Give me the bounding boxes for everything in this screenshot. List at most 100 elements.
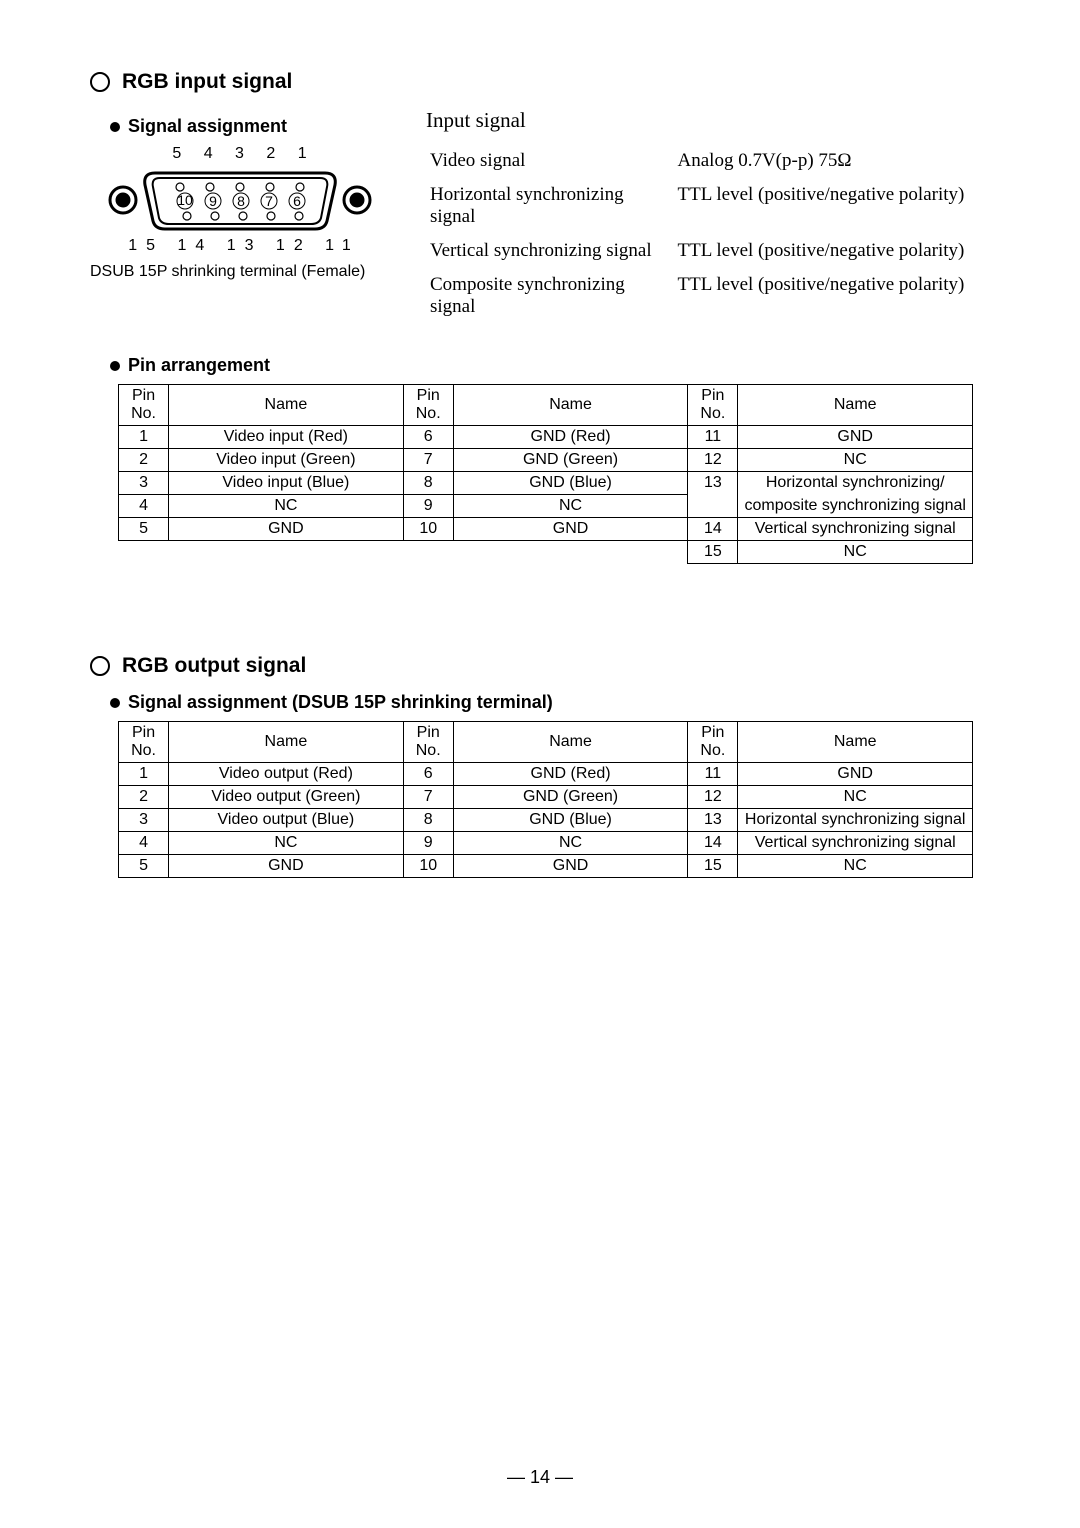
cell: 5 — [119, 855, 169, 878]
cell: Video output (Blue) — [169, 809, 404, 832]
cell: 11 — [688, 763, 738, 786]
cell: NC — [453, 495, 688, 518]
cell: 3 — [119, 472, 169, 495]
cell: 14 — [688, 518, 738, 541]
cell: Video input (Blue) — [169, 472, 404, 495]
cell: 4 — [119, 495, 169, 518]
page-number: — 14 — — [0, 1467, 1080, 1488]
pin-arrangement-label: Pin arrangement — [128, 355, 270, 376]
svg-text:7: 7 — [265, 193, 273, 209]
pin-output-table: Pin No. Name Pin No. Name Pin No. Name 1… — [118, 721, 973, 878]
th-pinno: Pin No. — [403, 385, 453, 426]
cell: Vertical synchronizing signal — [738, 518, 973, 541]
cell: GND — [453, 855, 688, 878]
cell: GND (Red) — [453, 763, 688, 786]
cell: NC — [738, 541, 973, 564]
section-rgb-output: RGB output signal — [90, 654, 990, 678]
cell: 13 — [688, 809, 738, 832]
cell: 14 — [688, 832, 738, 855]
cell: Horizontal synchronizing/ — [738, 472, 973, 495]
cell: NC — [738, 786, 973, 809]
signal-assignment-out-label: Signal assignment (DSUB 15P shrinking te… — [128, 692, 553, 713]
cell: 8 — [403, 809, 453, 832]
th-name: Name — [738, 722, 973, 763]
cell: 7 — [403, 786, 453, 809]
cell: NC — [453, 832, 688, 855]
svg-text:6: 6 — [293, 193, 301, 209]
th-name: Name — [453, 722, 688, 763]
cell: GND (Red) — [453, 426, 688, 449]
input-signal-header: Input signal — [426, 108, 990, 133]
th-pinno: Pin No. — [688, 385, 738, 426]
cell: 1 — [119, 763, 169, 786]
cell: 8 — [403, 472, 453, 495]
cell: 6 — [403, 426, 453, 449]
th-pinno: Pin No. — [403, 722, 453, 763]
cell: GND — [169, 855, 404, 878]
pin-input-table: Pin No. Name Pin No. Name Pin No. Name 1… — [118, 384, 973, 564]
svg-text:9: 9 — [209, 193, 217, 209]
cell: 4 — [119, 832, 169, 855]
svg-text:10: 10 — [177, 192, 193, 208]
cell: 15 — [688, 541, 738, 564]
dot-bullet-icon — [110, 361, 120, 371]
rgb-output-title: RGB output signal — [122, 654, 306, 678]
cell: Video input (Green) — [169, 449, 404, 472]
cell: 13 — [688, 472, 738, 495]
circle-bullet-icon — [90, 656, 110, 676]
cell: NC — [169, 495, 404, 518]
dot-bullet-icon — [110, 122, 120, 132]
cell: GND — [738, 426, 973, 449]
rgb-input-title: RGB input signal — [122, 70, 292, 94]
cell: 10 — [403, 855, 453, 878]
cell: Video output (Green) — [169, 786, 404, 809]
cell: Horizontal synchronizing signal — [738, 809, 973, 832]
cell: GND (Blue) — [453, 472, 688, 495]
cell: GND — [453, 518, 688, 541]
input-signal-table: Video signal Analog 0.7V(p-p) 75Ω Horizo… — [426, 143, 990, 325]
section-rgb-input: RGB input signal — [90, 70, 990, 94]
dsub-connector-icon: 10 9 8 7 6 — [105, 165, 375, 235]
sig-row-label: Composite synchronizing signal — [428, 269, 674, 323]
cell: Vertical synchronizing signal — [738, 832, 973, 855]
connector-bottom-labels: 15 14 13 12 11 — [113, 237, 375, 255]
cell: 5 — [119, 518, 169, 541]
th-name: Name — [169, 385, 404, 426]
cell: 1 — [119, 426, 169, 449]
cell: 3 — [119, 809, 169, 832]
cell: 10 — [403, 518, 453, 541]
sig-row-value: TTL level (positive/negative polarity) — [676, 179, 988, 233]
cell: NC — [738, 449, 973, 472]
cell: GND — [738, 763, 973, 786]
th-name: Name — [169, 722, 404, 763]
cell: 6 — [403, 763, 453, 786]
cell: GND (Green) — [453, 786, 688, 809]
connector-caption: DSUB 15P shrinking terminal (Female) — [90, 263, 390, 281]
cell: Video input (Red) — [169, 426, 404, 449]
sig-row-label: Video signal — [428, 145, 674, 177]
cell: 2 — [119, 449, 169, 472]
cell: 12 — [688, 449, 738, 472]
svg-text:8: 8 — [237, 193, 245, 209]
th-pinno: Pin No. — [119, 385, 169, 426]
sig-row-value: TTL level (positive/negative polarity) — [676, 235, 988, 267]
cell: GND (Blue) — [453, 809, 688, 832]
th-name: Name — [738, 385, 973, 426]
pin-arrangement-heading: Pin arrangement — [110, 355, 990, 376]
cell: 9 — [403, 832, 453, 855]
dot-bullet-icon — [110, 698, 120, 708]
cell: 12 — [688, 786, 738, 809]
signal-assignment-label: Signal assignment — [128, 116, 287, 137]
cell: NC — [738, 855, 973, 878]
cell: NC — [169, 832, 404, 855]
cell: composite synchronizing signal — [738, 495, 973, 518]
sig-row-value: Analog 0.7V(p-p) 75Ω — [676, 145, 988, 177]
cell: Video output (Red) — [169, 763, 404, 786]
connector-diagram: 5 4 3 2 1 — [105, 145, 375, 255]
sig-row-value: TTL level (positive/negative polarity) — [676, 269, 988, 323]
cell: GND (Green) — [453, 449, 688, 472]
th-name: Name — [453, 385, 688, 426]
cell: 9 — [403, 495, 453, 518]
connector-top-labels: 5 4 3 2 1 — [113, 145, 375, 163]
sig-row-label: Vertical synchronizing signal — [428, 235, 674, 267]
